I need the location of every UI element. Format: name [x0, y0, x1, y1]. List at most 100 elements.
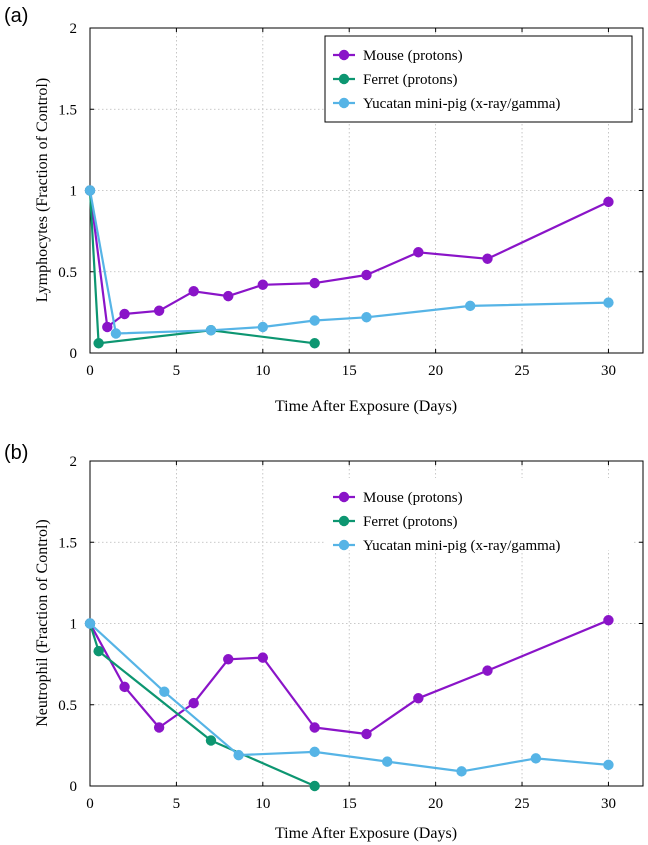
panel-b-x-tick-label: 5: [173, 796, 181, 812]
panel-a-legend: Mouse (protons) Ferret (protons) Yucatan m…: [324, 35, 633, 123]
panel-a-data-point-yucatan-mini-pig-x-ray-gamma: [603, 297, 614, 308]
panel-a-x-tick-label: 30: [601, 363, 616, 379]
panel-b-y-tick-label: 0: [70, 779, 78, 795]
legend-swatch-marker-ferret-protons: [338, 73, 350, 85]
panel-a-data-point-yucatan-mini-pig-x-ray-gamma: [257, 321, 269, 333]
panel-b-legend-items: Mouse (protons) Ferret (protons) Yucatan m…: [333, 490, 560, 554]
panel-a-data-point-mouse-protons: [413, 247, 424, 258]
panel-a-x-tick-label: 25: [515, 363, 530, 379]
panel-b-y-tick-label: 0.5: [58, 698, 77, 714]
panel-b-data-point-mouse-protons: [257, 652, 269, 663]
panel-a-data-point-yucatan-mini-pig-x-ray-gamma: [84, 185, 96, 196]
panel-a-data-point-yucatan-mini-pig-x-ray-gamma: [110, 328, 122, 339]
panel-b-x-tick-label: 20: [428, 796, 443, 812]
panel-a-data-point-mouse-protons: [361, 269, 372, 281]
panel-a-data-point-mouse-protons: [153, 305, 165, 316]
panel-a-y-tick-label: 1: [70, 184, 78, 200]
panel-b-x-axis-title: Time After Exposure (Days): [275, 825, 457, 842]
panel-b-data-point-yucatan-mini-pig-x-ray-gamma: [233, 749, 244, 761]
panel-b-series-line-ferret-protons: [88, 623, 316, 788]
panel-b: (b) 0 5 10 15 20 25 30 0 0.5 1 1.5 2 Time After Exp…: [4, 442, 644, 842]
panel-b-data-point-yucatan-mini-pig-x-ray-gamma: [159, 686, 170, 697]
panel-b-series-line-yucatan-mini-pig-x-ray-gamma: [89, 622, 609, 773]
panel-a-data-point-mouse-protons: [119, 308, 130, 320]
legend-swatch-marker-mouse-protons: [338, 491, 350, 503]
legend-label-yucatan-mini-pig-x-ray-gamma: Yucatan mini-pig (x-ray/gamma): [363, 538, 560, 554]
panel-a-data-point-yucatan-mini-pig-x-ray-gamma: [361, 312, 372, 323]
legend-swatch-marker-yucatan-mini-pig-x-ray-gamma: [338, 97, 350, 109]
legend-swatch-marker-ferret-protons: [338, 515, 350, 527]
panel-b-data-point-mouse-protons: [413, 693, 424, 704]
panel-b-data-point-yucatan-mini-pig-x-ray-gamma: [84, 618, 96, 629]
panel-a-data-point-ferret-protons: [93, 338, 104, 349]
legend-label-ferret-protons: Ferret (protons): [363, 514, 458, 530]
panel-a-series-line-ferret-protons: [88, 190, 315, 345]
panel-a-y-tick-label: 0.5: [58, 265, 77, 281]
panel-a-series-line-mouse-protons: [88, 190, 609, 329]
panel-a-data-point-yucatan-mini-pig-x-ray-gamma: [464, 300, 476, 312]
panel-a-data-point-mouse-protons: [482, 253, 493, 264]
panel-a-data-point-mouse-protons: [223, 290, 234, 302]
panel-b-data-point-ferret-protons: [93, 645, 104, 657]
panel-b-data-point-ferret-protons: [309, 780, 320, 792]
panel-b-data-point-mouse-protons: [153, 722, 165, 733]
panel-b-data-point-yucatan-mini-pig-x-ray-gamma: [603, 759, 614, 771]
panel-a-data-point-mouse-protons: [102, 321, 113, 333]
panel-a-y-tick-label: 2: [70, 21, 78, 37]
legend-swatch-marker-yucatan-mini-pig-x-ray-gamma: [338, 539, 350, 551]
panel-a-series-line-yucatan-mini-pig-x-ray-gamma: [88, 190, 609, 335]
panel-a-data-point-mouse-protons: [603, 196, 614, 208]
panel-b-y-tick-label: 2: [70, 454, 78, 470]
panel-a-data-point-mouse-protons: [257, 279, 269, 290]
panel-b-x-tick-label: 30: [601, 796, 616, 812]
panel-b-y-tick-label: 1: [70, 617, 78, 633]
panel-a-y-axis-title: Lymphocytes (Fraction of Control): [34, 78, 51, 302]
panel-b-data-point-ferret-protons: [205, 735, 217, 746]
panel-a-label: (a): [4, 5, 28, 27]
legend-swatch-marker-mouse-protons: [338, 49, 350, 61]
panel-a-data-point-mouse-protons: [188, 286, 199, 297]
panel-b-legend: Mouse (protons) Ferret (protons) Yucatan m…: [325, 478, 632, 554]
panel-a-x-axis-title: Time After Exposure (Days): [275, 398, 457, 415]
legend-label-ferret-protons: Ferret (protons): [363, 72, 458, 88]
panel-b-x-tick-label: 15: [342, 796, 357, 812]
panel-b-data-point-yucatan-mini-pig-x-ray-gamma: [530, 753, 542, 764]
panel-b-data-point-mouse-protons: [361, 728, 372, 740]
panel-b-legend-box: [325, 478, 632, 550]
panel-a-x-tick-label: 10: [255, 363, 270, 379]
panel-a: (a) 0 5 10 15 20 25 30 0 0.5 1 1.5 2 Time After Exp…: [4, 5, 644, 415]
panel-a-data-point-mouse-protons: [309, 277, 320, 289]
panel-a-legend-items: Mouse (protons) Ferret (protons) Yucatan m…: [333, 48, 560, 112]
panel-b-data-point-mouse-protons: [188, 697, 199, 709]
panel-b-data-point-yucatan-mini-pig-x-ray-gamma: [456, 766, 467, 777]
panel-a-legend-box: [324, 35, 633, 123]
panel-a-data-point-yucatan-mini-pig-x-ray-gamma: [205, 325, 217, 336]
panel-b-data-point-yucatan-mini-pig-x-ray-gamma: [309, 746, 320, 758]
legend-label-yucatan-mini-pig-x-ray-gamma: Yucatan mini-pig (x-ray/gamma): [363, 96, 560, 112]
panel-b-x-tick-label: 0: [86, 796, 94, 812]
panel-b-x-tick-label: 25: [515, 796, 530, 812]
panel-b-y-tick-label: 1.5: [58, 535, 77, 551]
panel-a-series: [84, 185, 614, 349]
legend-label-mouse-protons: Mouse (protons): [363, 48, 463, 64]
panel-a-x-tick-label: 15: [342, 363, 357, 379]
panel-b-data-point-mouse-protons: [223, 654, 234, 665]
panel-b-data-point-yucatan-mini-pig-x-ray-gamma: [382, 756, 393, 767]
panel-a-data-point-ferret-protons: [309, 338, 320, 349]
panel-b-y-axis-title: Neutrophil (Fraction of Control): [34, 519, 51, 727]
panel-a-x-tick-label: 20: [428, 363, 443, 379]
panel-b-series: [84, 615, 614, 792]
panel-b-axes: 0 5 10 15 20 25 30 0 0.5 1 1.5 2: [58, 454, 643, 812]
panel-b-data-point-mouse-protons: [482, 665, 493, 676]
panel-b-data-point-mouse-protons: [309, 722, 320, 733]
panel-a-x-tick-label: 5: [173, 363, 181, 379]
panel-b-label: (b): [4, 442, 28, 464]
legend-label-mouse-protons: Mouse (protons): [363, 490, 463, 506]
panel-a-data-point-yucatan-mini-pig-x-ray-gamma: [309, 315, 320, 326]
panel-a-y-tick-label: 0: [70, 346, 78, 362]
panel-a-x-tick-label: 0: [86, 363, 94, 379]
panel-a-axes: 0 5 10 15 20 25 30 0 0.5 1 1.5 2: [58, 21, 643, 379]
panel-b-data-point-mouse-protons: [603, 615, 614, 626]
panel-a-y-tick-label: 1.5: [58, 102, 77, 118]
